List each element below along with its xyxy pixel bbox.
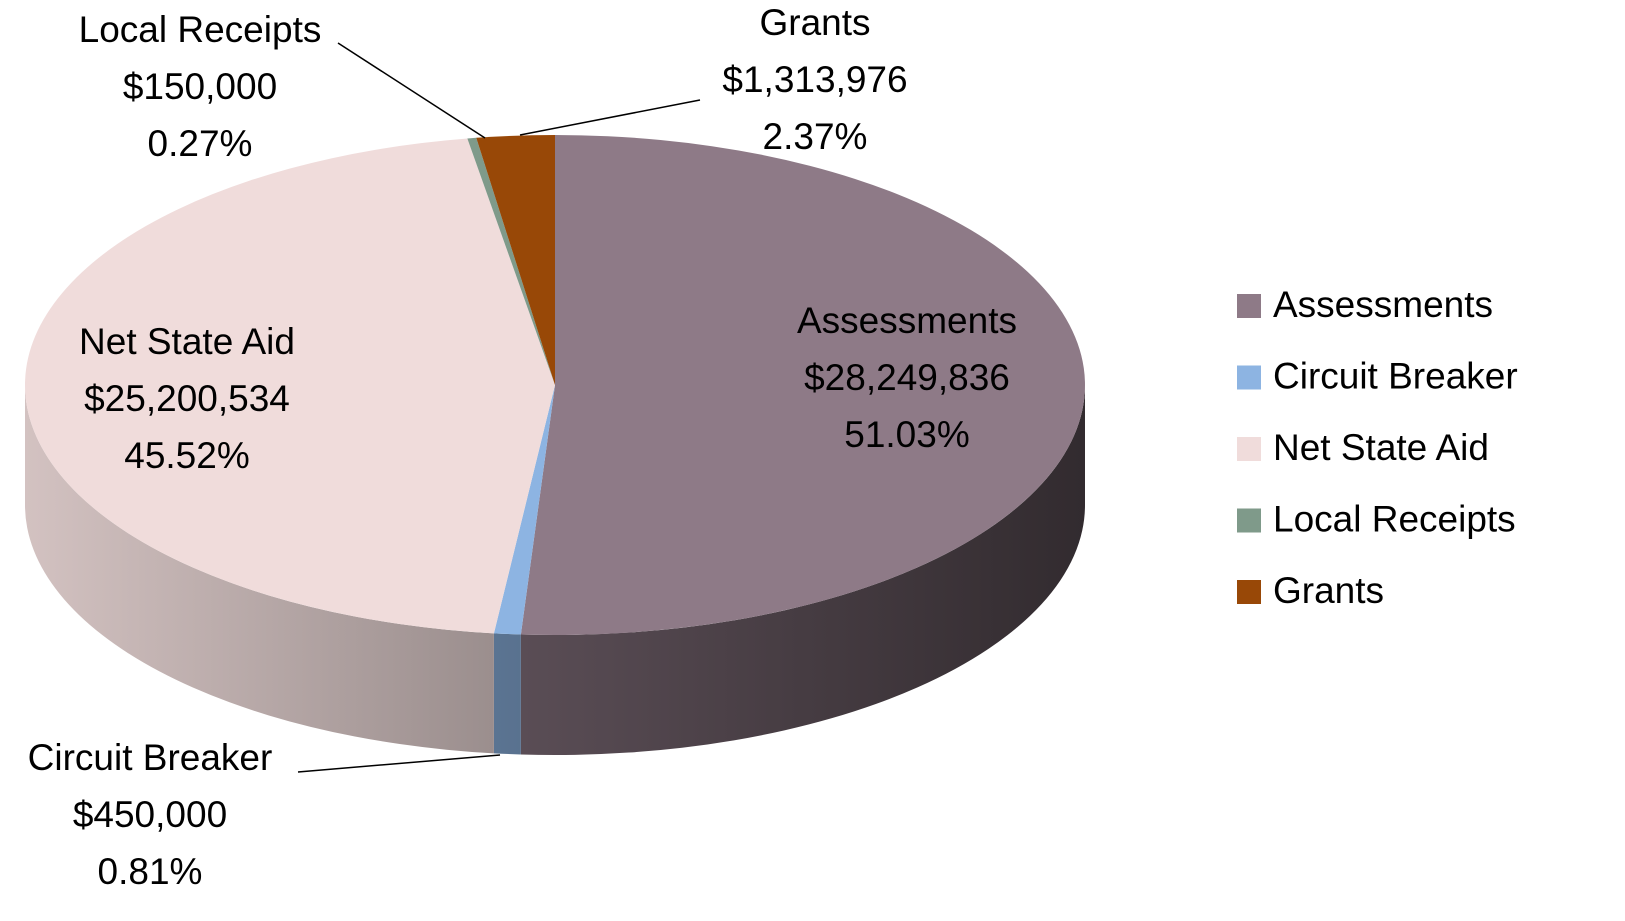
data-label-name: Circuit Breaker bbox=[28, 737, 273, 778]
legend-label: Grants bbox=[1273, 570, 1384, 611]
data-label-name: Net State Aid bbox=[79, 321, 295, 362]
data-label-value: $25,200,534 bbox=[84, 378, 290, 419]
leader-line bbox=[337, 42, 486, 139]
slice bbox=[476, 135, 555, 385]
slice bbox=[520, 135, 1085, 635]
legend-swatch bbox=[1237, 365, 1261, 390]
legend-label: Circuit Breaker bbox=[1273, 355, 1518, 396]
leader-line bbox=[297, 754, 501, 773]
legend-swatch bbox=[1237, 437, 1261, 461]
leader-line bbox=[519, 99, 701, 136]
slice-side bbox=[520, 385, 1085, 756]
data-label-name: Local Receipts bbox=[79, 9, 322, 50]
slice-side bbox=[25, 385, 494, 754]
slice bbox=[467, 137, 555, 385]
legend-label: Local Receipts bbox=[1273, 498, 1516, 539]
data-label-percent: 2.37% bbox=[763, 116, 868, 157]
slice bbox=[493, 385, 555, 635]
legend-swatch bbox=[1237, 580, 1261, 604]
legend-label: Assessments bbox=[1273, 284, 1493, 325]
data-label-percent: 0.27% bbox=[148, 123, 253, 164]
legend-label: Net State Aid bbox=[1273, 427, 1489, 468]
legend-swatch bbox=[1237, 508, 1261, 533]
data-label-percent: 0.81% bbox=[98, 851, 203, 892]
data-label-percent: 45.52% bbox=[124, 435, 250, 476]
data-label-value: $450,000 bbox=[73, 794, 227, 835]
data-label-percent: 51.03% bbox=[844, 414, 970, 455]
data-label-value: $1,313,976 bbox=[722, 59, 907, 100]
data-label-name: Assessments bbox=[797, 300, 1017, 341]
legend-swatch bbox=[1237, 294, 1261, 318]
slice-side bbox=[493, 633, 521, 755]
data-label-name: Grants bbox=[759, 2, 870, 43]
data-label-value: $28,249,836 bbox=[804, 357, 1010, 398]
data-label-value: $150,000 bbox=[123, 66, 277, 107]
slice bbox=[24, 138, 555, 634]
